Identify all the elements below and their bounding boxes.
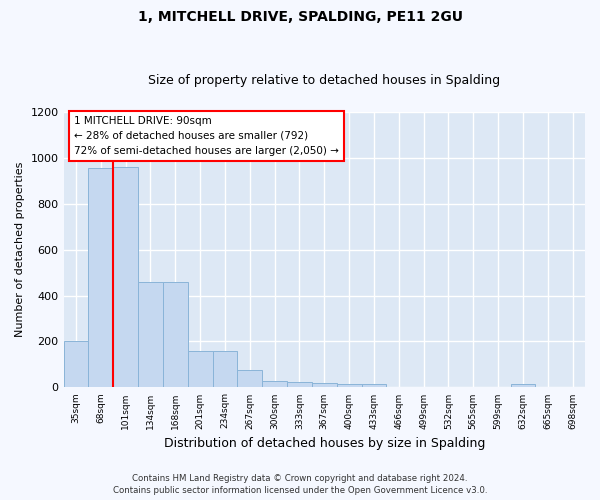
Bar [262,380,287,388]
Bar [212,350,238,388]
X-axis label: Distribution of detached houses by size in Spalding: Distribution of detached houses by size … [164,437,485,450]
Bar [163,282,188,388]
Title: Size of property relative to detached houses in Spalding: Size of property relative to detached ho… [148,74,500,87]
Bar [64,342,88,388]
Bar [287,382,312,388]
Bar [188,350,212,388]
Y-axis label: Number of detached properties: Number of detached properties [15,162,25,338]
Bar [511,384,535,388]
Bar [362,384,386,388]
Bar [312,383,337,388]
Bar [138,282,163,388]
Text: 1 MITCHELL DRIVE: 90sqm
← 28% of detached houses are smaller (792)
72% of semi-d: 1 MITCHELL DRIVE: 90sqm ← 28% of detache… [74,116,339,156]
Bar [337,384,362,388]
Text: 1, MITCHELL DRIVE, SPALDING, PE11 2GU: 1, MITCHELL DRIVE, SPALDING, PE11 2GU [137,10,463,24]
Bar [88,168,113,388]
Bar [238,370,262,388]
Bar [113,167,138,388]
Text: Contains HM Land Registry data © Crown copyright and database right 2024.
Contai: Contains HM Land Registry data © Crown c… [113,474,487,495]
